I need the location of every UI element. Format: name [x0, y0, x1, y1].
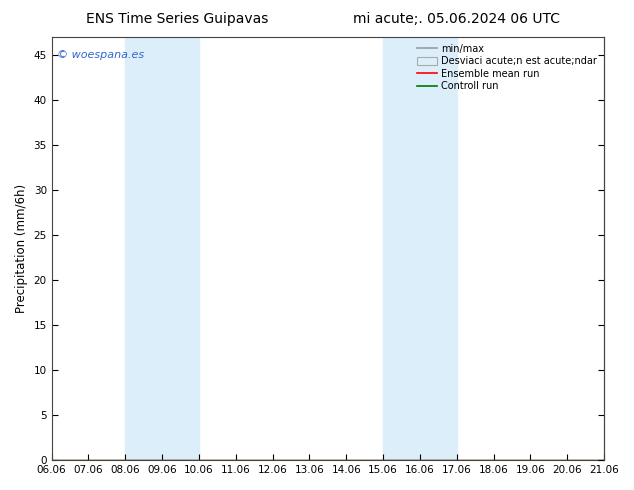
Y-axis label: Precipitation (mm/6h): Precipitation (mm/6h): [15, 184, 28, 313]
Text: © woespana.es: © woespana.es: [57, 50, 145, 60]
Bar: [383, 37, 457, 460]
Bar: [126, 37, 199, 460]
Legend: min/max, Desviaci acute;n est acute;ndar, Ensemble mean run, Controll run: min/max, Desviaci acute;n est acute;ndar…: [415, 42, 599, 93]
Text: ENS Time Series Guipavas: ENS Time Series Guipavas: [86, 12, 269, 26]
Text: mi acute;. 05.06.2024 06 UTC: mi acute;. 05.06.2024 06 UTC: [353, 12, 560, 26]
